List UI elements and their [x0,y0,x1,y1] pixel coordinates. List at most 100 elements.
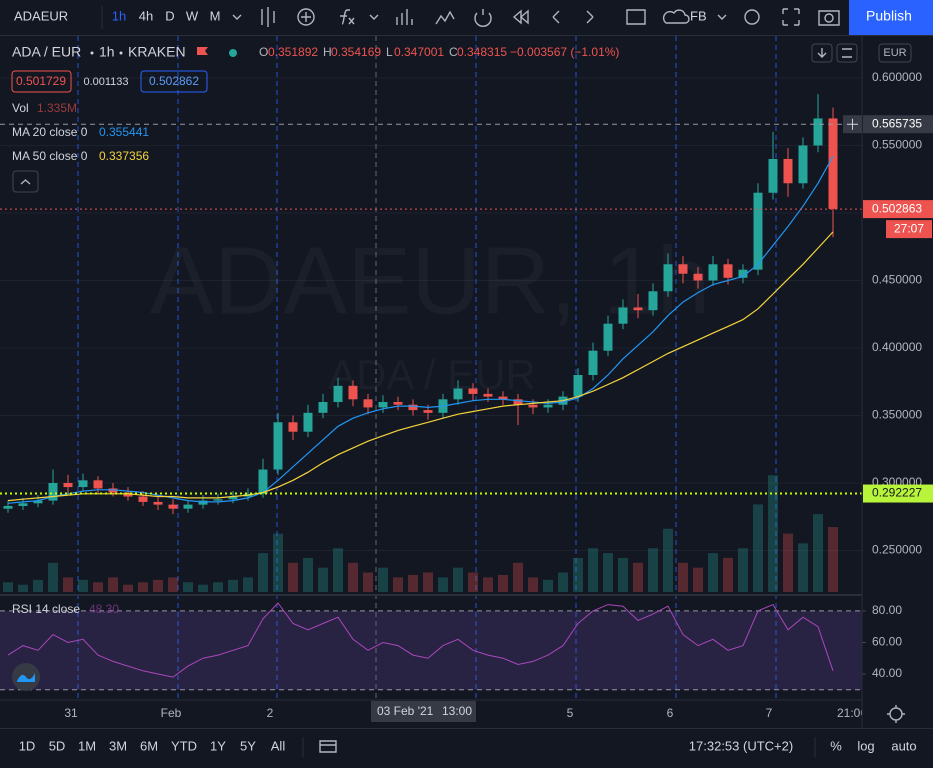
volume-bar [273,533,283,592]
toolbar-icon[interactable] [297,8,315,26]
range-button[interactable]: All [271,738,286,753]
range-button[interactable]: 1D [19,738,36,753]
volume-bar [258,553,268,592]
candle-body [318,402,328,413]
candle-body [333,385,343,403]
volume-bar [138,582,148,592]
toolbar-icon[interactable] [818,10,840,26]
toolbar-icon[interactable] [626,9,646,25]
volume-bar [588,548,598,592]
toolbar-icon[interactable] [474,9,492,27]
spread: 0.001133 [83,76,128,88]
logo-icon [17,673,35,682]
volume-bar [18,584,28,592]
volume-bar [318,567,328,592]
volume-bar [783,533,793,592]
interval[interactable]: 1h [112,8,126,23]
interval[interactable]: W [186,8,199,23]
interval[interactable]: M [210,8,221,23]
volume-bar [678,562,688,592]
y-tick-label: 0.400000 [872,340,922,354]
toolbar [0,0,933,35]
percent-toggle[interactable]: % [830,738,842,753]
candle-body [693,273,703,281]
auto-toggle[interactable]: auto [891,738,916,753]
sell-box[interactable] [11,70,72,93]
publish-button[interactable] [849,0,933,35]
volume-bar [378,567,388,592]
time-label: 2 [267,706,274,720]
interval[interactable]: D [165,8,174,23]
log-toggle[interactable]: log [857,738,874,753]
volume-bar [213,582,223,592]
volume-bar [78,579,88,592]
toolbar-icon[interactable] [261,7,275,27]
chart-button[interactable] [811,43,833,63]
candle-body [708,264,718,281]
y-tick-label: 0.600000 [872,70,922,84]
range-button[interactable]: 6M [140,738,158,753]
ma-line [7,231,834,502]
toolbar-icon[interactable] [435,10,455,25]
status-dot [229,49,237,57]
collapse-button[interactable] [12,170,39,193]
volume-bar [543,579,553,592]
range-button[interactable]: 5D [49,738,66,753]
ohlc-key: L [386,45,393,59]
candle-body [3,505,13,509]
volume-bar [483,577,493,592]
rsi-band [0,610,862,690]
toolbar-icon[interactable] [586,10,594,24]
volume-bar [648,548,658,592]
candle-body [543,404,553,408]
crosshair-time-tag [371,701,476,722]
interval[interactable]: 4h [139,8,153,23]
toolbar-icon[interactable] [744,9,760,25]
legend-exchange: KRAKEN [128,44,186,60]
volume-bar [633,562,643,592]
buy-box[interactable] [140,70,208,93]
candle-body [258,469,268,494]
range-button[interactable]: 3M [109,738,127,753]
candle-body [78,480,88,488]
range-button[interactable]: YTD [171,738,197,753]
layout-name[interactable]: FB [690,8,707,23]
time-label: 31 [64,706,78,720]
candle-body [723,264,733,278]
range-button[interactable]: 5Y [240,738,256,753]
rsi-line [7,602,834,678]
symbol[interactable]: ADAEUR [14,8,68,23]
candle-body [633,307,643,311]
volume-bar [288,562,298,592]
volume-bar [423,572,433,592]
toolbar-icon[interactable] [782,8,800,26]
volume-bar [63,577,73,592]
volume-bar [333,548,343,592]
toolbar-icon[interactable] [512,9,529,25]
time-label: 5 [567,706,574,720]
candle-body [498,396,508,400]
candle-body [168,504,178,509]
ohlc-key: C [449,45,458,59]
watermark-sub: ADA / EUR [328,351,536,398]
candle-body [618,307,628,324]
buy-price: 0.502862 [149,74,199,88]
volume-bar [93,582,103,592]
range-button[interactable]: 1M [78,738,96,753]
toolbar-icon[interactable] [552,10,560,24]
ohlc-key: H [323,45,332,59]
countdown: 27:07 [894,221,924,235]
range-button[interactable]: 1Y [210,738,226,753]
candle-body [513,399,523,405]
settings-icon[interactable] [887,705,905,723]
goto-icon[interactable] [319,740,337,753]
volume-bar [798,543,808,592]
volume-bar [408,574,418,592]
toolbar-icon[interactable] [396,9,413,25]
volume-bar [468,572,478,592]
cloud-icon[interactable] [662,9,690,24]
legend-interval: 1h [99,44,115,60]
toolbar-icon[interactable] [340,9,355,25]
chart-button[interactable] [836,43,858,63]
